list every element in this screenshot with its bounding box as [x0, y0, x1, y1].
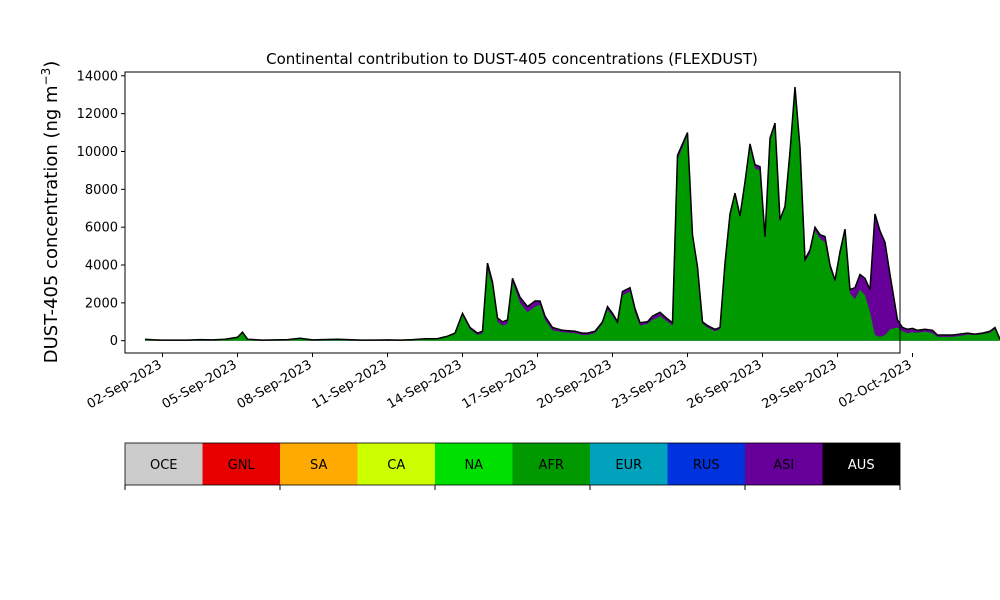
total-outline	[144, 87, 1000, 341]
x-tick-label: 20-Sep-2023	[535, 357, 615, 412]
legend-label: AFR	[539, 458, 564, 473]
y-tick-label: 6000	[85, 221, 118, 236]
y-tick-label: 12000	[77, 107, 118, 122]
legend-label: GNL	[228, 458, 256, 473]
y-axis-label-exponent: −3	[39, 68, 53, 86]
x-tick-label: 05-Sep-2023	[160, 357, 240, 412]
legend-label: EUR	[615, 458, 642, 473]
legend-swatch-ca	[357, 443, 435, 485]
y-tick-label: 8000	[85, 183, 118, 198]
x-tick-label: 14-Sep-2023	[385, 357, 465, 412]
legend-label: CA	[387, 458, 405, 473]
x-tick-label: 02-Sep-2023	[85, 357, 165, 412]
area-asi	[145, 87, 1000, 341]
legend-label: NA	[464, 458, 483, 473]
chart-title: Continental contribution to DUST-405 con…	[266, 50, 758, 68]
legend-label: RUS	[693, 458, 720, 473]
legend-swatch-aus	[822, 443, 900, 485]
x-tick-label: 23-Sep-2023	[610, 357, 690, 412]
x-tick-label: 26-Sep-2023	[685, 357, 765, 412]
legend-swatch-eur	[590, 443, 668, 485]
y-tick-label: 14000	[77, 69, 118, 84]
legend-label: OCE	[150, 458, 178, 473]
y-tick-label: 4000	[85, 259, 118, 274]
legend-label: AUS	[848, 458, 875, 473]
legend-label: SA	[310, 458, 327, 473]
y-tick-label: 0	[110, 334, 118, 349]
y-tick-label: 2000	[85, 296, 118, 311]
y-axis-label: DUST-405 concentration (ng m−3)	[39, 61, 62, 364]
y-axis-label-main: DUST-405 concentration (ng m	[41, 85, 62, 363]
x-tick-label: 17-Sep-2023	[460, 357, 540, 412]
x-tick-label: 08-Sep-2023	[235, 357, 315, 412]
legend-label: ASI	[773, 458, 794, 473]
legend-colorbar: OCE GNL SA CA NA AFR EUR RUS ASI AUS	[124, 442, 901, 490]
y-axis-label-close: )	[41, 61, 62, 68]
x-tick-label: 11-Sep-2023	[310, 357, 390, 412]
legend-frame	[124, 442, 901, 486]
area-layers	[144, 87, 1000, 341]
y-tick-label: 10000	[77, 145, 118, 160]
legend-swatch-sa	[280, 443, 358, 485]
legend-swatch-gnl	[202, 443, 280, 485]
legend-swatch-na	[435, 443, 513, 485]
x-tick-label: 02-Oct-2023	[836, 357, 914, 411]
area-afr	[145, 89, 1000, 341]
plot-frame	[124, 71, 901, 354]
legend-swatch-asi	[745, 443, 823, 485]
x-tick-label: 29-Sep-2023	[760, 357, 840, 412]
legend-swatch-oce	[125, 443, 203, 485]
legend-swatch-rus	[667, 443, 745, 485]
legend-swatch-afr	[512, 443, 590, 485]
